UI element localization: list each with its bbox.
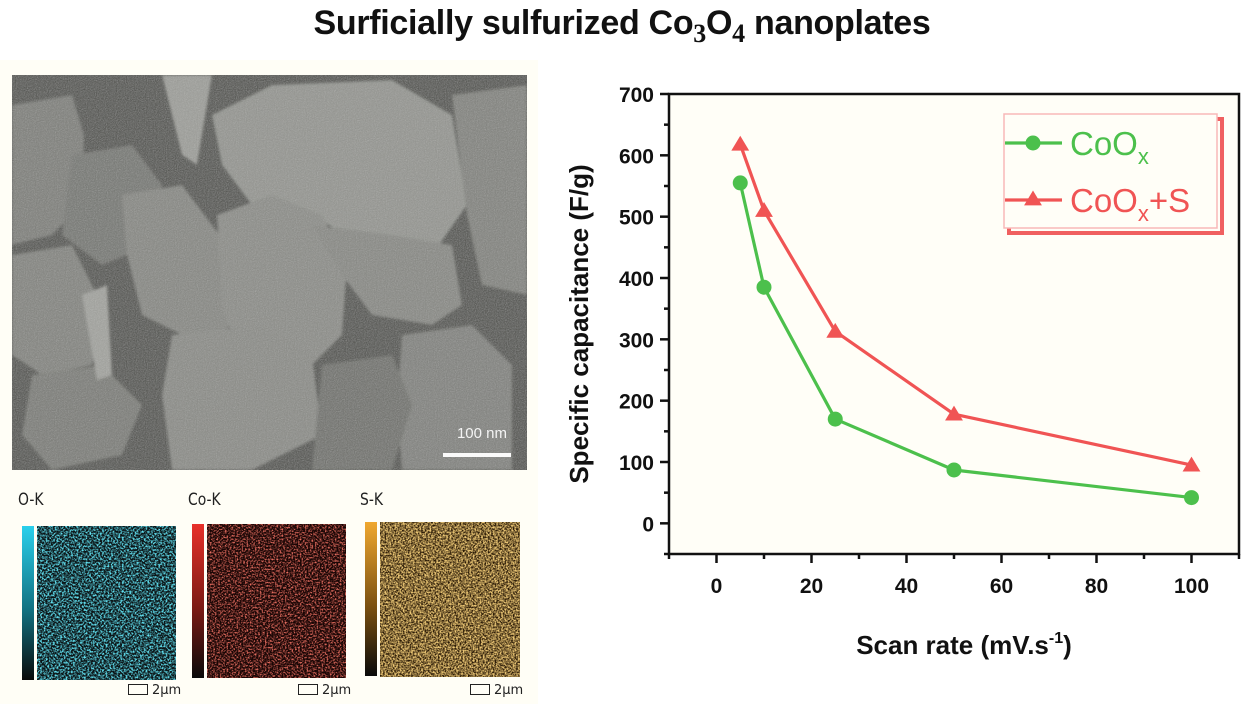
legend-item: CoOx bbox=[1005, 125, 1149, 169]
data-point bbox=[756, 279, 772, 295]
axis-ticks: 0 20 40 60 80 100 0 100 200 300 400 500 600 700 bbox=[619, 84, 1241, 598]
plot-frame bbox=[667, 92, 1241, 556]
legend-label-sub: x bbox=[1138, 144, 1149, 169]
eds-image-co bbox=[207, 524, 346, 678]
eds-map-o: O-K 2μm bbox=[18, 490, 188, 700]
x-tick-label: 40 bbox=[895, 575, 918, 598]
legend-marker-triangle-icon bbox=[1024, 190, 1042, 206]
y-tick-label: 0 bbox=[642, 513, 654, 536]
series-coox-s bbox=[731, 135, 1201, 472]
title-subscript-4: 4 bbox=[732, 19, 745, 48]
data-point bbox=[1184, 490, 1199, 506]
legend-label: CoOx+S bbox=[1070, 182, 1190, 226]
eds-scale-label-co: 2μm bbox=[322, 683, 352, 698]
data-point bbox=[1182, 456, 1201, 472]
chart-svg: 0 20 40 60 80 100 0 100 200 300 400 500 600 700 Speci… bbox=[564, 84, 1241, 660]
eds-scale-s: 2μm bbox=[470, 683, 523, 698]
title-text-o: O bbox=[706, 4, 733, 42]
figure-title: Surficially sulfurized Co3O4 nanoplates bbox=[0, 4, 1244, 47]
x-axis-label: Scan rate (mV.s-1) bbox=[856, 630, 1072, 660]
capacitance-chart: 0 20 40 60 80 100 0 100 200 300 400 500 600 700 Speci… bbox=[540, 60, 1244, 704]
eds-colorbar-co bbox=[192, 524, 204, 678]
eds-scale-co: 2μm bbox=[298, 683, 351, 698]
eds-texture-co bbox=[207, 524, 346, 678]
sem-scale-label: 100 nm bbox=[456, 425, 508, 442]
x-axis-label-main: Scan rate (mV.s bbox=[856, 630, 1049, 660]
data-point bbox=[755, 202, 773, 217]
data-point bbox=[826, 322, 845, 338]
legend-label: CoOx bbox=[1070, 125, 1149, 169]
series-coox bbox=[732, 175, 1199, 506]
eds-image-o bbox=[37, 526, 176, 680]
y-tick-label: 500 bbox=[619, 207, 654, 230]
scale-box-icon bbox=[128, 684, 148, 695]
legend-item: CoOx+S bbox=[1005, 182, 1190, 226]
data-point bbox=[946, 462, 962, 478]
y-tick-label: 200 bbox=[619, 391, 654, 414]
legend-label-sub: x bbox=[1138, 201, 1149, 226]
sem-texture bbox=[12, 75, 527, 470]
y-tick-label: 300 bbox=[619, 329, 654, 352]
series-group bbox=[731, 135, 1201, 506]
legend-box bbox=[1003, 113, 1218, 229]
eds-texture-o bbox=[37, 526, 176, 680]
scale-box-icon bbox=[470, 684, 490, 695]
microscopy-panel: 100 nm O-K 2μm Co-K 2μm S-K 2μm bbox=[0, 60, 538, 704]
x-tick-label: 60 bbox=[990, 575, 1013, 598]
eds-map-s: S-K 2μm bbox=[360, 490, 530, 700]
legend-label-suffix: +S bbox=[1149, 182, 1190, 219]
legend-label-main: CoO bbox=[1070, 125, 1138, 162]
eds-scale-o: 2μm bbox=[128, 683, 181, 698]
y-tick-label: 700 bbox=[619, 84, 654, 107]
x-tick-label: 0 bbox=[711, 575, 723, 598]
eds-colorbar-s bbox=[365, 522, 377, 676]
x-tick-label: 100 bbox=[1174, 575, 1209, 598]
data-point bbox=[732, 175, 748, 191]
eds-image-s bbox=[380, 522, 520, 677]
title-text: Surficially sulfurized Co bbox=[313, 4, 694, 42]
eds-texture-s bbox=[380, 522, 520, 677]
x-axis-label-end: ) bbox=[1063, 630, 1072, 660]
y-axis-label: Specific capacitance (F/g) bbox=[564, 164, 594, 483]
data-point bbox=[731, 135, 750, 151]
legend-label-main: CoO bbox=[1070, 182, 1138, 219]
scale-box-icon bbox=[298, 684, 318, 695]
legend-marker-circle-icon bbox=[1025, 135, 1041, 151]
eds-scale-label-s: 2μm bbox=[494, 683, 524, 698]
eds-scale-label-o: 2μm bbox=[152, 683, 182, 698]
eds-map-co: Co-K 2μm bbox=[188, 490, 358, 700]
x-tick-label: 80 bbox=[1085, 575, 1108, 598]
data-point bbox=[945, 405, 963, 421]
y-tick-label: 400 bbox=[619, 268, 654, 291]
eds-label-o: O-K bbox=[18, 490, 44, 510]
sem-scale-bar bbox=[443, 453, 511, 457]
x-tick-label: 20 bbox=[800, 575, 823, 598]
y-tick-label: 100 bbox=[619, 452, 654, 475]
eds-colorbar-o bbox=[22, 526, 34, 680]
data-point bbox=[827, 411, 843, 427]
x-axis-label-sup: -1 bbox=[1049, 630, 1063, 647]
sem-image: 100 nm bbox=[12, 75, 527, 470]
eds-label-co: Co-K bbox=[188, 490, 221, 510]
title-subscript-3: 3 bbox=[693, 19, 706, 48]
y-tick-label: 600 bbox=[619, 145, 654, 168]
title-text-end: nanoplates bbox=[744, 4, 931, 42]
eds-label-s: S-K bbox=[360, 490, 384, 510]
